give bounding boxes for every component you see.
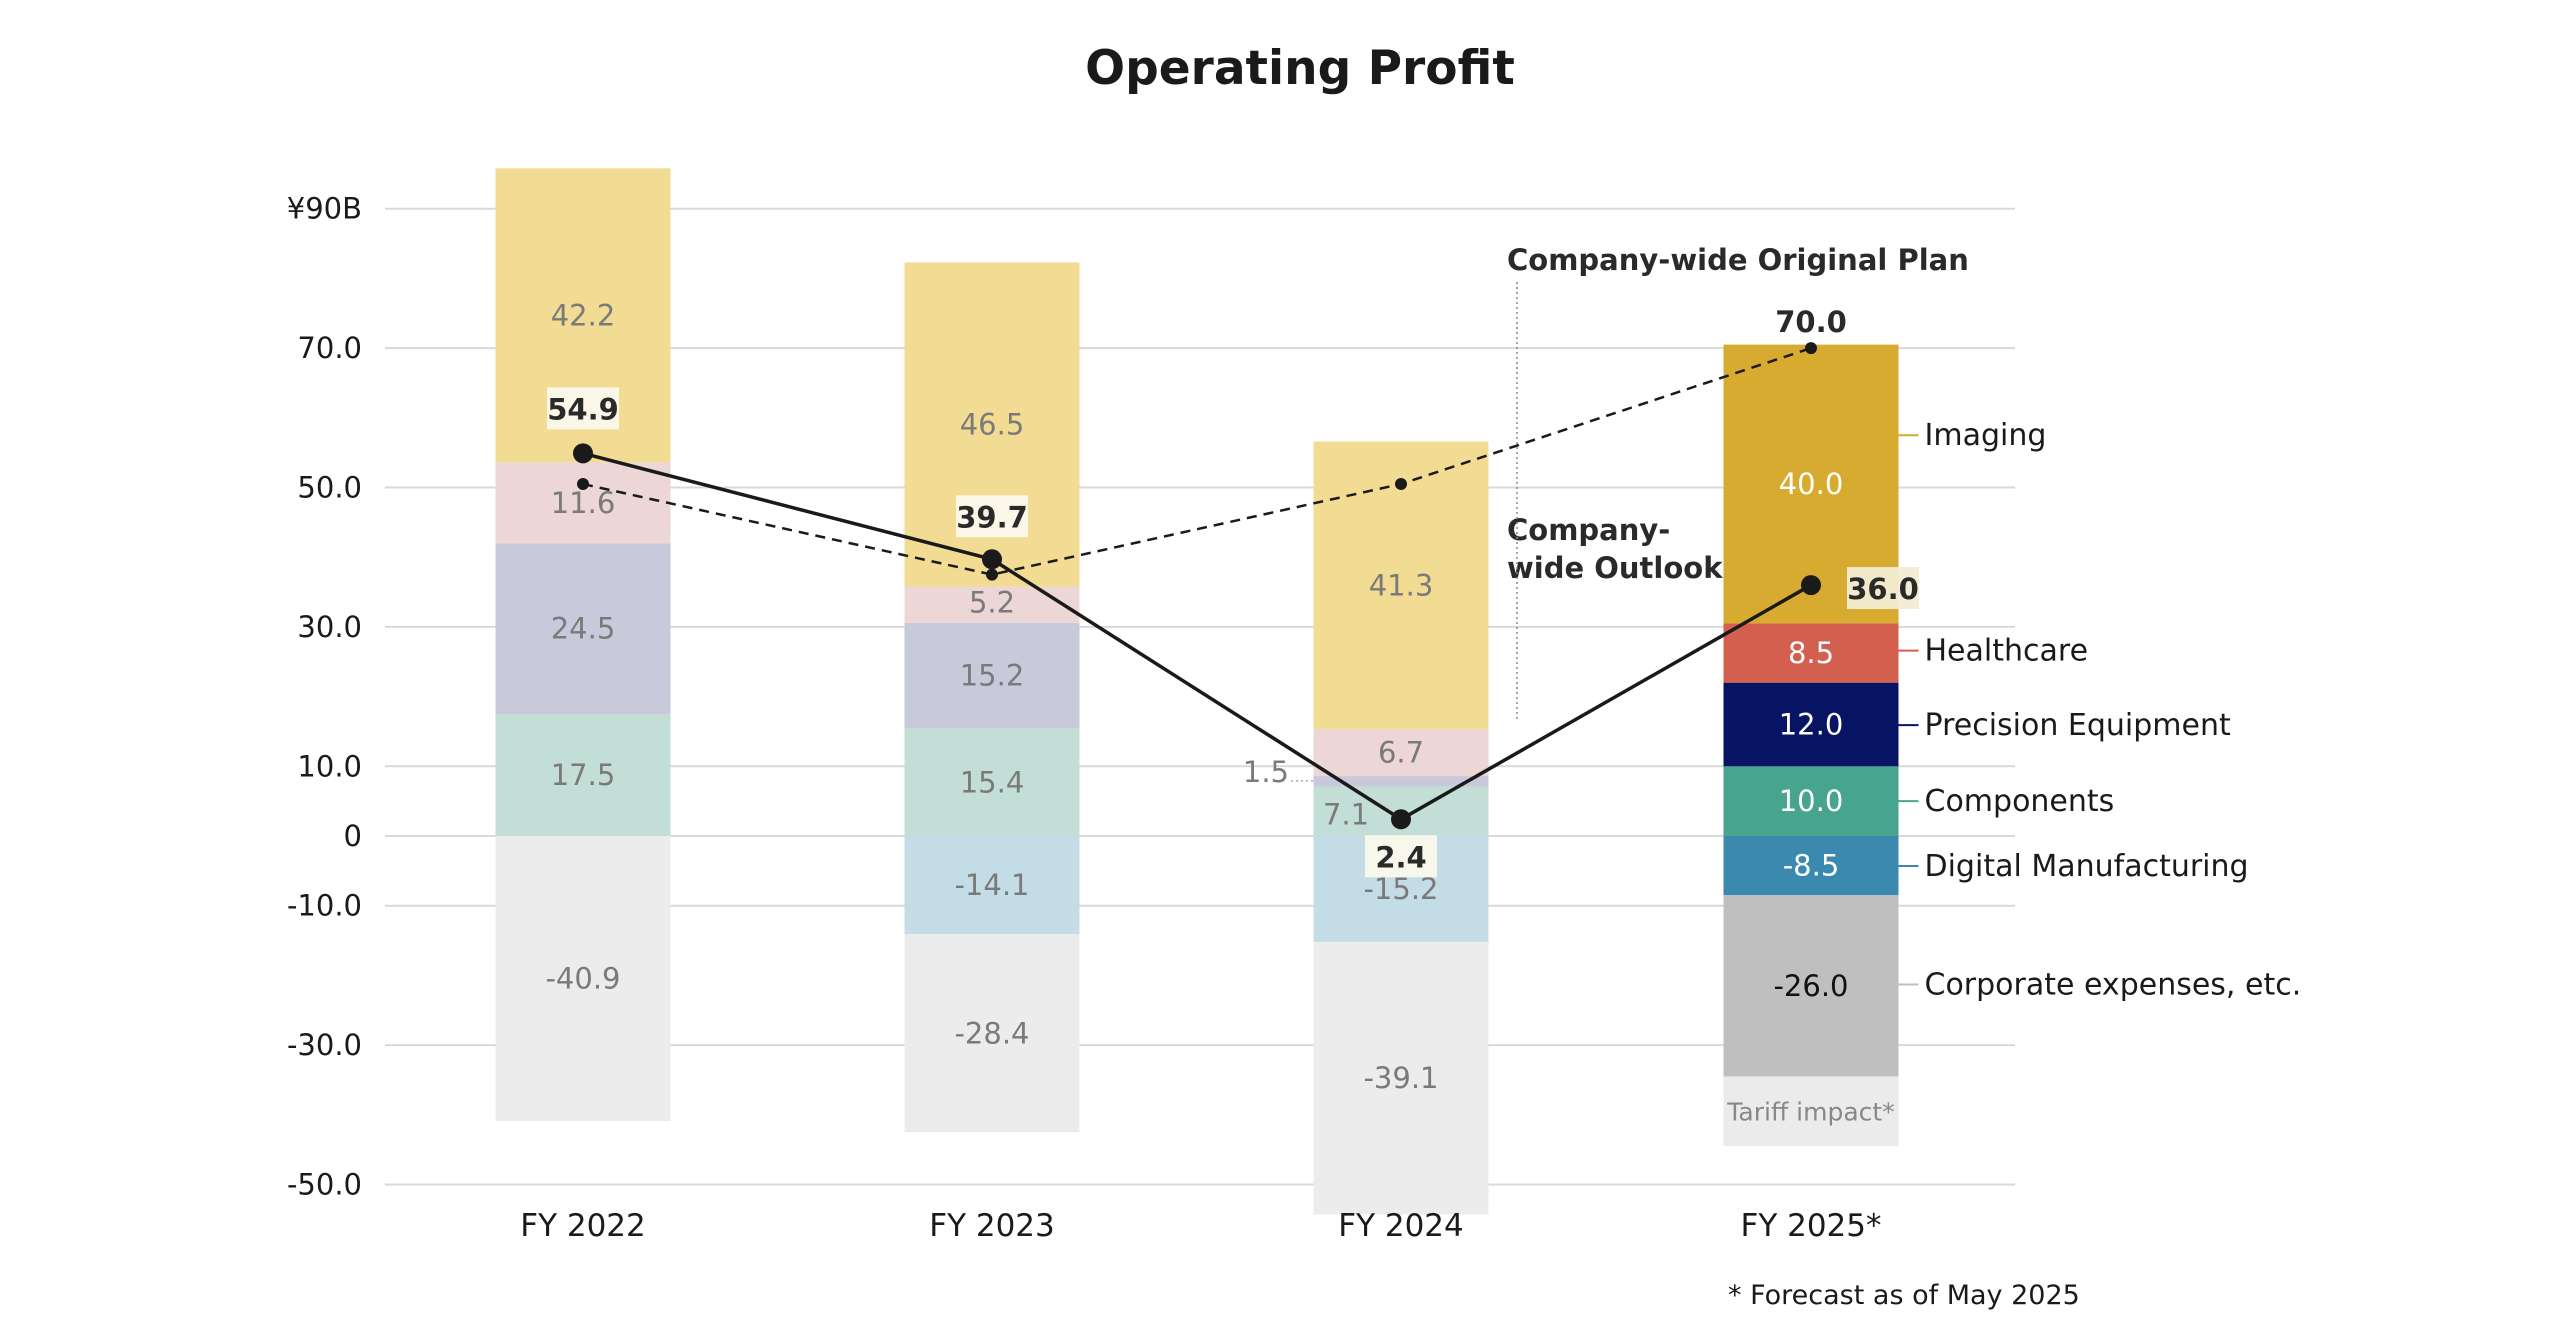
segment-labels: Tariff impact* 17.5 24.5 11.6 42.2 -40.9 15.4 1…	[545, 298, 1894, 1126]
category-label: FY 2022	[520, 1208, 646, 1244]
segment-value-label: 46.5	[960, 407, 1025, 441]
y-tick-label: 10.0	[297, 749, 362, 783]
y-tick-label: -30.0	[287, 1028, 362, 1062]
outlook-label-box	[547, 387, 619, 430]
y-tick-label: 0	[344, 819, 362, 853]
category-label: FY 2024	[1338, 1208, 1464, 1244]
segment-value-label: 15.4	[960, 765, 1025, 799]
category-label: FY 2025*	[1740, 1208, 1881, 1244]
bar-segment	[495, 836, 671, 1122]
outlook-annotation-line2: wide Outlook	[1507, 551, 1723, 585]
outlook-annotation-line1: Company-	[1507, 513, 1670, 547]
y-tick-label: 50.0	[297, 471, 362, 505]
y-tick-label: 30.0	[297, 610, 362, 644]
segment-value-label: 42.2	[551, 298, 616, 332]
bar-segment	[1723, 895, 1899, 1077]
x-axis-categories: FY 2022 FY 2023 FY 2024 FY 2025*	[520, 1208, 1881, 1244]
plan-line	[582, 346, 1812, 576]
segment-value-label: -28.4	[954, 1016, 1029, 1050]
bar-segment	[904, 836, 1080, 935]
legend-label: Digital Manufacturing	[1925, 849, 2249, 884]
segment-value-label: 40.0	[1779, 467, 1844, 501]
tariff-impact-label: Tariff impact*	[1726, 1097, 1894, 1126]
chart-title: Operating Profit	[1085, 41, 1515, 96]
segment-value-label: -40.9	[545, 962, 620, 996]
bar-segment	[1313, 729, 1489, 777]
segment-value-label: 1.5	[1243, 755, 1289, 789]
lines: 70.0 54.9 39.7 2.4 36.0	[547, 305, 1919, 878]
legend-label: Corporate expenses, etc.	[1925, 967, 2302, 1002]
bar-segment	[904, 934, 1080, 1133]
segment-value-label: 11.6	[551, 486, 616, 520]
segment-value-label: 24.5	[551, 612, 616, 646]
outlook-point	[982, 549, 1002, 570]
bar-segment	[904, 728, 1080, 836]
y-tick-label: -10.0	[287, 889, 362, 923]
bar-segment	[1723, 836, 1899, 896]
outlook-value-label: 39.7	[956, 500, 1028, 534]
bar-segment	[1723, 623, 1899, 683]
bar-segment	[1313, 941, 1489, 1215]
footnote: * Forecast as of May 2025	[1728, 1280, 2080, 1311]
plan-point	[1805, 342, 1817, 355]
segment-value-label: -26.0	[1773, 969, 1848, 1003]
y-tick-label: 70.0	[297, 331, 362, 365]
y-tick-label: -50.0	[287, 1168, 362, 1202]
plan-point	[986, 568, 998, 581]
plan-point	[1395, 478, 1407, 491]
outlook-point	[1801, 575, 1821, 596]
bar-segment	[1313, 776, 1489, 787]
plan-annotation: Company-wide Original Plan	[1507, 243, 1969, 277]
segment-value-label: 7.1	[1323, 797, 1369, 831]
segment-value-label: 8.5	[1788, 636, 1834, 670]
outlook-label-box	[1365, 835, 1437, 878]
segment-value-label: 12.0	[1779, 707, 1844, 741]
bar-segment	[495, 714, 671, 836]
bar-segment	[904, 586, 1080, 623]
segment-value-label: 6.7	[1378, 736, 1424, 770]
outlook-line	[582, 451, 1812, 822]
y-axis-ticks: ¥90B 70.0 50.0 30.0 10.0 0 -10.0 -30.0 -50.0	[287, 192, 362, 1202]
segment-value-label: 17.5	[551, 758, 616, 792]
segment-value-label: -14.1	[954, 868, 1029, 902]
category-label: FY 2023	[929, 1208, 1055, 1244]
segment-value-label: -39.1	[1363, 1061, 1438, 1095]
legend-label: Components	[1925, 784, 2115, 819]
segment-value-label: 10.0	[1779, 784, 1844, 818]
plan-point	[577, 478, 589, 491]
segment-value-label: 41.3	[1369, 568, 1434, 602]
legend-label: Imaging	[1925, 418, 2047, 453]
legend-label: Precision Equipment	[1925, 708, 2231, 743]
legend-label: Healthcare	[1925, 634, 2089, 669]
segment-value-label: -15.2	[1363, 872, 1438, 906]
tariff-impact-segment	[1723, 1076, 1899, 1147]
outlook-value-label: 2.4	[1375, 840, 1426, 874]
outlook-value-label: 36.0	[1847, 572, 1919, 606]
segment-value-label: -8.5	[1783, 849, 1840, 883]
outlook-point	[573, 443, 593, 464]
outlook-label-box	[956, 495, 1028, 538]
bars	[495, 168, 1899, 1215]
bar-segment	[1723, 766, 1899, 836]
y-tick-label: ¥90B	[287, 192, 362, 226]
segment-value-label: 5.2	[969, 586, 1015, 620]
plan-value-label: 70.0	[1775, 305, 1847, 339]
segment-value-label: 15.2	[960, 659, 1025, 693]
outlook-point	[1391, 809, 1411, 830]
bar-segment	[904, 622, 1080, 729]
bar-segment	[495, 543, 671, 715]
outlook-value-label: 54.9	[547, 392, 619, 426]
outlook-label-box	[1847, 567, 1919, 610]
bar-segment	[495, 462, 671, 544]
legend: Imaging Healthcare Precision Equipment Comp…	[1898, 418, 2302, 1002]
bar-segment	[1723, 682, 1899, 767]
